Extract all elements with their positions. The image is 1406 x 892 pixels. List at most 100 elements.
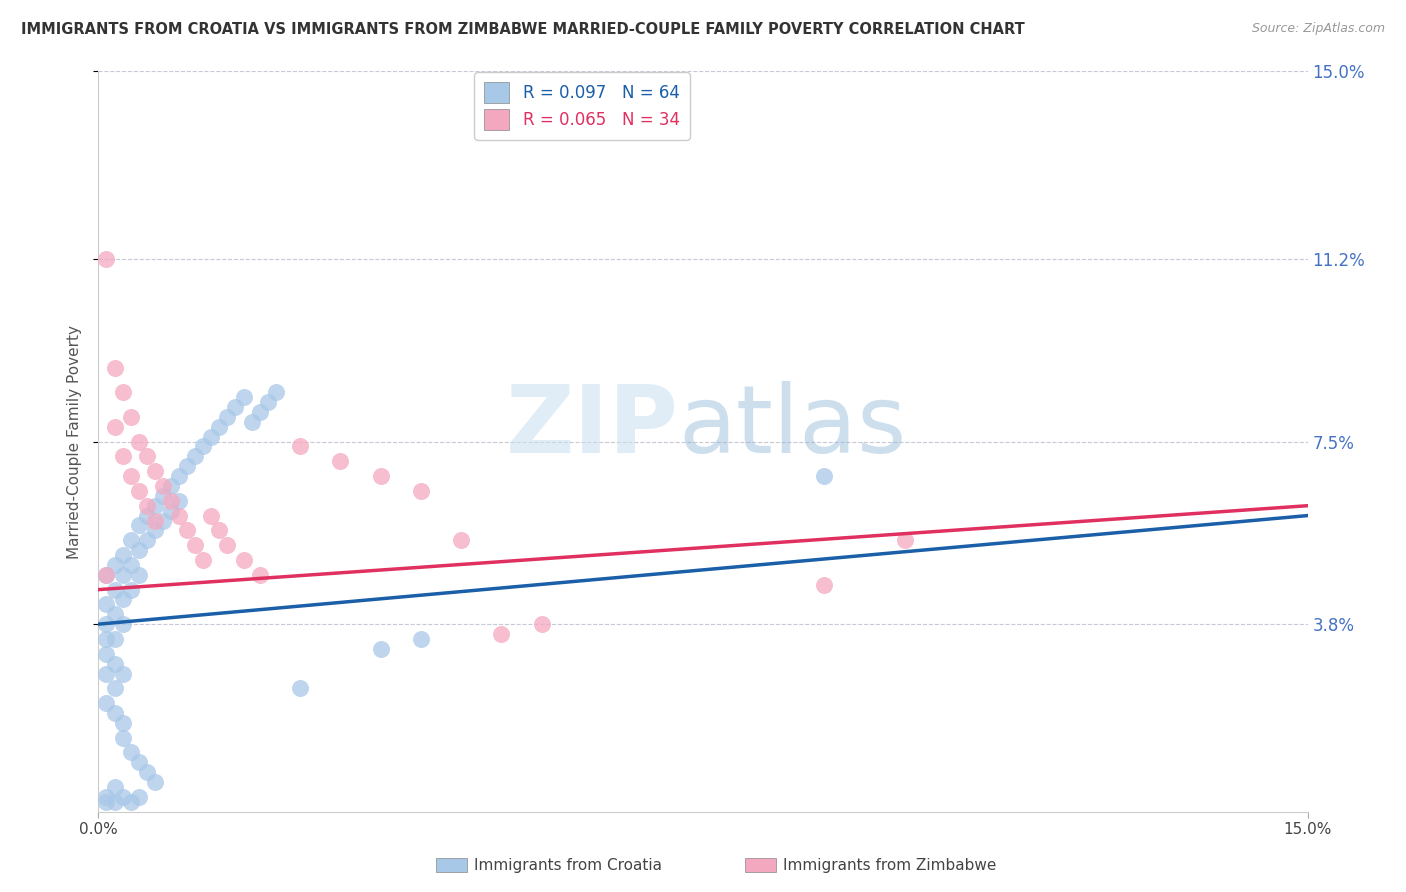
- Point: [143, 775, 166, 789]
- Point: [813, 469, 835, 483]
- Point: [152, 479, 174, 493]
- Point: [232, 553, 254, 567]
- Point: [111, 592, 134, 607]
- Point: [184, 450, 207, 464]
- Point: [409, 483, 432, 498]
- Point: [96, 696, 118, 710]
- Point: [111, 715, 134, 730]
- Point: [135, 508, 157, 523]
- Point: [200, 508, 222, 523]
- Point: [288, 681, 311, 696]
- Point: [103, 419, 125, 434]
- Point: [120, 409, 142, 424]
- Point: [111, 450, 134, 464]
- Point: [217, 409, 239, 424]
- Point: [111, 666, 134, 681]
- Point: [160, 493, 183, 508]
- Point: [103, 582, 125, 597]
- Point: [329, 454, 352, 468]
- Text: Immigrants from Croatia: Immigrants from Croatia: [474, 858, 662, 872]
- Text: atlas: atlas: [679, 381, 907, 473]
- Point: [128, 789, 150, 804]
- Point: [143, 514, 166, 528]
- Point: [96, 617, 118, 632]
- Point: [232, 390, 254, 404]
- Text: ZIP: ZIP: [506, 381, 679, 473]
- Point: [128, 543, 150, 558]
- Point: [193, 553, 215, 567]
- Point: [143, 464, 166, 478]
- Point: [111, 731, 134, 745]
- Point: [96, 795, 118, 809]
- Point: [128, 434, 150, 449]
- Point: [491, 627, 513, 641]
- Point: [135, 499, 157, 513]
- Point: [135, 765, 157, 780]
- Text: IMMIGRANTS FROM CROATIA VS IMMIGRANTS FROM ZIMBABWE MARRIED-COUPLE FAMILY POVERT: IMMIGRANTS FROM CROATIA VS IMMIGRANTS FR…: [21, 22, 1025, 37]
- Point: [96, 632, 118, 646]
- Point: [96, 252, 118, 266]
- Point: [893, 533, 915, 548]
- Point: [111, 789, 134, 804]
- Point: [103, 360, 125, 375]
- Point: [224, 400, 246, 414]
- Point: [103, 795, 125, 809]
- Point: [128, 567, 150, 582]
- Point: [167, 493, 190, 508]
- Point: [111, 617, 134, 632]
- Point: [103, 681, 125, 696]
- Point: [135, 450, 157, 464]
- Point: [135, 533, 157, 548]
- Point: [409, 632, 432, 646]
- Point: [249, 567, 271, 582]
- Legend: R = 0.097   N = 64, R = 0.065   N = 34: R = 0.097 N = 64, R = 0.065 N = 34: [474, 72, 690, 140]
- Point: [813, 577, 835, 591]
- Point: [160, 503, 183, 517]
- Point: [152, 514, 174, 528]
- Point: [160, 479, 183, 493]
- Point: [240, 415, 263, 429]
- Point: [96, 789, 118, 804]
- Point: [96, 598, 118, 612]
- Point: [128, 756, 150, 770]
- Point: [184, 538, 207, 552]
- Point: [208, 419, 231, 434]
- Point: [167, 508, 190, 523]
- Point: [103, 780, 125, 794]
- Point: [152, 489, 174, 503]
- Point: [111, 567, 134, 582]
- Point: [103, 607, 125, 622]
- Point: [193, 440, 215, 454]
- Point: [249, 405, 271, 419]
- Point: [111, 548, 134, 562]
- Point: [103, 632, 125, 646]
- Point: [217, 538, 239, 552]
- Point: [120, 469, 142, 483]
- Point: [167, 469, 190, 483]
- Point: [370, 469, 392, 483]
- Point: [120, 533, 142, 548]
- Point: [530, 617, 553, 632]
- Point: [103, 558, 125, 572]
- Point: [120, 746, 142, 760]
- Point: [103, 657, 125, 671]
- Point: [120, 795, 142, 809]
- Point: [103, 706, 125, 720]
- Point: [128, 518, 150, 533]
- Point: [176, 459, 198, 474]
- Point: [111, 385, 134, 400]
- Point: [96, 567, 118, 582]
- Point: [143, 499, 166, 513]
- Text: Immigrants from Zimbabwe: Immigrants from Zimbabwe: [783, 858, 997, 872]
- Text: Source: ZipAtlas.com: Source: ZipAtlas.com: [1251, 22, 1385, 36]
- Point: [128, 483, 150, 498]
- Point: [288, 440, 311, 454]
- Point: [120, 582, 142, 597]
- Point: [176, 524, 198, 538]
- Point: [143, 524, 166, 538]
- Point: [264, 385, 287, 400]
- Y-axis label: Married-Couple Family Poverty: Married-Couple Family Poverty: [67, 325, 83, 558]
- Point: [96, 666, 118, 681]
- Point: [450, 533, 472, 548]
- Point: [256, 395, 278, 409]
